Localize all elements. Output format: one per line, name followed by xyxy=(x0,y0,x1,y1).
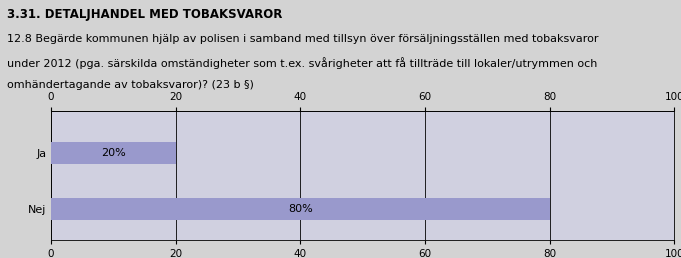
Text: omhändertagande av tobaksvaror)? (23 b §): omhändertagande av tobaksvaror)? (23 b §… xyxy=(7,80,254,90)
Text: 80%: 80% xyxy=(288,204,313,214)
Text: 3.31. DETALJHANDEL MED TOBAKSVAROR: 3.31. DETALJHANDEL MED TOBAKSVAROR xyxy=(7,8,282,21)
Text: 20%: 20% xyxy=(101,148,126,158)
Text: under 2012 (pga. särskilda omständigheter som t.ex. svårigheter att få tillträde: under 2012 (pga. särskilda omständighete… xyxy=(7,57,597,69)
Bar xyxy=(51,198,550,220)
Text: 12.8 Begärde kommunen hjälp av polisen i samband med tillsyn över försäljningsst: 12.8 Begärde kommunen hjälp av polisen i… xyxy=(7,34,599,44)
Bar xyxy=(51,142,176,164)
